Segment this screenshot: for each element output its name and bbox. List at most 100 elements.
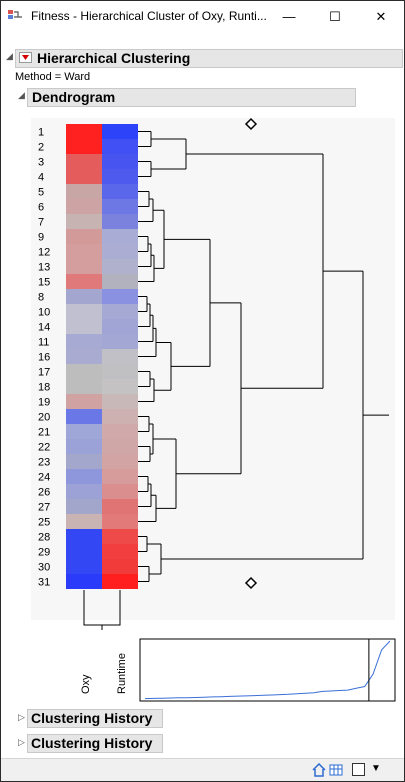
heatmap-cell-oxy: [66, 199, 102, 214]
heatmap-cell-oxy: [66, 379, 102, 394]
clustering-history-title-1: Clustering History: [31, 710, 153, 726]
close-button[interactable]: ✕: [358, 1, 404, 32]
grid-icon[interactable]: [329, 763, 343, 777]
row-label: 21: [38, 427, 50, 439]
heatmap-cell-oxy: [66, 559, 102, 574]
maximize-button[interactable]: ☐: [312, 1, 358, 32]
dendrogram-title: Dendrogram: [32, 89, 116, 105]
heatmap-cell-oxy: [66, 409, 102, 424]
heatmap-cell-oxy: [66, 454, 102, 469]
heatmap-cell-runtime: [102, 214, 138, 229]
method-label: Method = Ward: [15, 71, 91, 83]
row-label: 17: [38, 367, 50, 379]
heatmap-cell-oxy: [66, 439, 102, 454]
history-plot-frame: [139, 638, 396, 702]
heatmap-cell-runtime: [102, 409, 138, 424]
row-label: 31: [38, 577, 50, 589]
row-label: 16: [38, 352, 50, 364]
heatmap-cell-runtime: [102, 124, 138, 139]
row-label: 7: [38, 217, 44, 229]
heatmap-cell-runtime: [102, 229, 138, 244]
minimize-icon: —: [282, 9, 296, 24]
report-content: ◢ Hierarchical Clustering Method = Ward …: [1, 32, 404, 758]
heatmap-cell-oxy: [66, 319, 102, 334]
row-label: 23: [38, 457, 50, 469]
heatmap-cell-oxy: [66, 364, 102, 379]
row-label: 18: [38, 382, 50, 394]
column-dendrogram: [83, 590, 121, 630]
heatmap-cell-runtime: [102, 394, 138, 409]
heatmap-cell-oxy: [66, 349, 102, 364]
column-label-runtime: Runtime: [116, 653, 128, 694]
maximize-icon: ☐: [329, 8, 341, 24]
heatmap-cell-oxy: [66, 244, 102, 259]
heatmap-cell-runtime: [102, 184, 138, 199]
heatmap-cell-oxy: [66, 499, 102, 514]
row-label: 25: [38, 517, 50, 529]
row-label: 30: [38, 562, 50, 574]
row-label: 5: [38, 187, 44, 199]
heatmap-cell-oxy: [66, 469, 102, 484]
red-triangle-menu-icon[interactable]: [19, 52, 32, 63]
row-label: 13: [38, 262, 50, 274]
jmp-app-icon: [8, 10, 22, 19]
clustering-history-header-2[interactable]: Clustering History: [27, 734, 163, 753]
dendrogram-header[interactable]: Dendrogram: [27, 88, 356, 107]
heatmap-cell-oxy: [66, 184, 102, 199]
row-label: 3: [38, 157, 44, 169]
minimize-button[interactable]: —: [266, 1, 312, 32]
row-label: 29: [38, 547, 50, 559]
title-bar: Fitness - Hierarchical Cluster of Oxy, R…: [1, 1, 404, 32]
heatmap-cell-oxy: [66, 484, 102, 499]
heatmap-cell-runtime: [102, 559, 138, 574]
row-label: 26: [38, 487, 50, 499]
row-label: 10: [38, 307, 50, 319]
heatmap-cell-oxy: [66, 274, 102, 289]
selection-checkbox[interactable]: [352, 763, 365, 776]
heatmap-cell-runtime: [102, 364, 138, 379]
report-title: Hierarchical Clustering: [37, 50, 191, 66]
cut-marker-icon[interactable]: [244, 576, 258, 590]
history-line: [144, 640, 391, 700]
close-icon: ✕: [375, 8, 387, 24]
expand-triangle-icon[interactable]: ▷: [18, 737, 25, 747]
heatmap-cell-runtime: [102, 529, 138, 544]
heatmap-cell-runtime: [102, 469, 138, 484]
heatmap-cell-runtime: [102, 454, 138, 469]
heatmap-cell-oxy: [66, 259, 102, 274]
heatmap-cell-oxy: [66, 529, 102, 544]
heatmap-cell-runtime: [102, 574, 138, 589]
heatmap-cell-runtime: [102, 514, 138, 529]
row-label: 15: [38, 277, 50, 289]
heatmap-cell-runtime: [102, 484, 138, 499]
row-label: 4: [38, 172, 44, 184]
row-label: 12: [38, 247, 50, 259]
heatmap-cell-oxy: [66, 124, 102, 139]
row-label: 1: [38, 127, 44, 139]
heatmap-cell-runtime: [102, 319, 138, 334]
heatmap-cell-oxy: [66, 154, 102, 169]
collapse-triangle-icon[interactable]: ◢: [18, 90, 25, 100]
row-label: 9: [38, 232, 44, 244]
heatmap-cell-oxy: [66, 139, 102, 154]
home-icon[interactable]: [312, 763, 326, 777]
row-label: 8: [38, 292, 44, 304]
clustering-history-header-1[interactable]: Clustering History: [27, 709, 163, 728]
heatmap-cell-runtime: [102, 379, 138, 394]
heatmap-cell-runtime: [102, 334, 138, 349]
heatmap-cell-runtime: [102, 139, 138, 154]
collapse-triangle-icon[interactable]: ◢: [6, 51, 13, 61]
cut-marker-icon[interactable]: [244, 117, 258, 131]
hierarchical-clustering-header[interactable]: Hierarchical Clustering: [15, 49, 403, 68]
heatmap-cell-oxy: [66, 544, 102, 559]
row-label: 20: [38, 412, 50, 424]
heatmap-cell-oxy: [66, 424, 102, 439]
heatmap-cell-runtime: [102, 289, 138, 304]
dropdown-arrow-icon[interactable]: ▼: [371, 763, 381, 774]
expand-triangle-icon[interactable]: ▷: [18, 712, 25, 722]
heatmap-cell-oxy: [66, 334, 102, 349]
heatmap-cell-runtime: [102, 244, 138, 259]
row-label: 28: [38, 532, 50, 544]
heatmap-cell-oxy: [66, 514, 102, 529]
